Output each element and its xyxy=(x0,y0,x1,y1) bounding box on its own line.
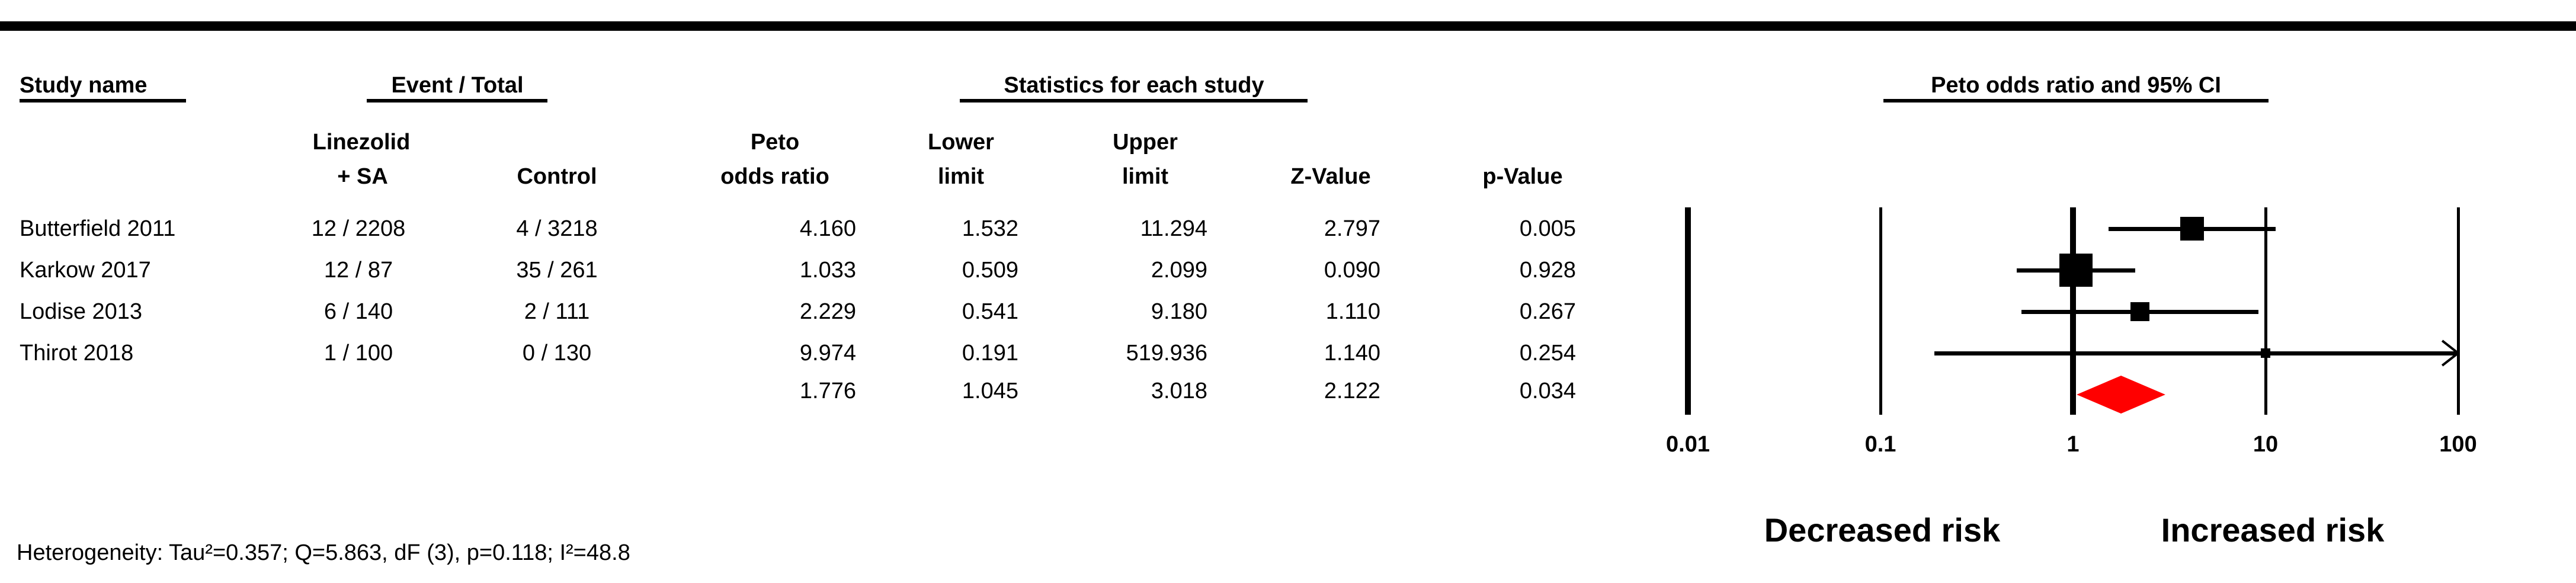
lower-limit: 1.532 xyxy=(962,216,1018,241)
colheader-upper-2: limit xyxy=(1122,164,1169,189)
colheader-lower-2: limit xyxy=(937,164,985,189)
odds-ratio: 4.160 xyxy=(799,216,856,241)
top-border-bar xyxy=(0,21,2576,31)
control-events: 2 / 111 xyxy=(524,299,590,324)
colheader-or-1: Peto xyxy=(750,130,800,155)
ci-line xyxy=(1934,351,2458,355)
colheader-p: p-Value xyxy=(1482,164,1563,189)
axis-tick-label: 10 xyxy=(2253,432,2279,457)
z-value: 2.797 xyxy=(1324,216,1380,241)
z-value: 1.110 xyxy=(1325,299,1380,324)
control-events: 4 / 3218 xyxy=(516,216,598,241)
lower-limit: 0.509 xyxy=(962,258,1018,283)
axis-tick-label: 0.01 xyxy=(1666,432,1710,457)
study-name: Karkow 2017 xyxy=(20,258,151,283)
odds-ratio: 2.229 xyxy=(799,299,856,324)
heterogeneity-note: Heterogeneity: Tau²=0.357; Q=5.863, dF (… xyxy=(17,540,630,565)
study-marker xyxy=(2059,254,2093,287)
colheader-or-2: odds ratio xyxy=(720,164,829,189)
upper-limit: 11.294 xyxy=(1140,216,1207,241)
control-events: 35 / 261 xyxy=(516,258,598,283)
header-statistics: Statistics for each study xyxy=(1004,73,1264,98)
summary-p-value: 0.034 xyxy=(1519,379,1576,403)
colheader-treated-1: Linezolid xyxy=(312,130,411,155)
axis-gridline xyxy=(1685,207,1691,415)
header-study-name: Study name xyxy=(20,73,148,98)
study-name: Butterfield 2011 xyxy=(20,216,176,241)
header-plot: Peto odds ratio and 95% CI xyxy=(1931,73,2221,98)
axis-gridline xyxy=(2456,207,2460,415)
colheader-lower-1: Lower xyxy=(928,130,994,155)
decreased-risk-label: Decreased risk xyxy=(1764,511,2001,549)
p-value: 0.928 xyxy=(1519,258,1576,283)
increased-risk-label: Increased risk xyxy=(2161,511,2385,549)
colheader-treated-2: + SA xyxy=(337,164,388,189)
axis-tick-label: 100 xyxy=(2439,432,2477,457)
upper-limit: 2.099 xyxy=(1151,258,1207,283)
treated-events: 6 / 140 xyxy=(323,299,393,324)
study-marker xyxy=(2130,302,2150,321)
study-marker xyxy=(2260,348,2270,358)
p-value: 0.005 xyxy=(1519,216,1576,241)
underline-study-name xyxy=(20,99,186,102)
study-name: Lodise 2013 xyxy=(20,299,143,324)
treated-events: 12 / 2208 xyxy=(311,216,406,241)
axis-tick-label: 0.1 xyxy=(1864,432,1896,457)
lower-limit: 0.541 xyxy=(962,299,1018,324)
axis-gridline xyxy=(2264,207,2267,415)
control-events: 0 / 130 xyxy=(522,341,592,366)
axis-tick-label: 1 xyxy=(2066,432,2080,457)
p-value: 0.267 xyxy=(1519,299,1576,324)
study-marker xyxy=(2180,217,2205,241)
treated-events: 12 / 87 xyxy=(323,258,393,283)
treated-events: 1 / 100 xyxy=(323,341,393,366)
header-event-total: Event / Total xyxy=(391,73,524,98)
z-value: 1.140 xyxy=(1324,341,1380,366)
z-value: 0.090 xyxy=(1324,258,1380,283)
colheader-z: Z-Value xyxy=(1290,164,1371,189)
colheader-control: Control xyxy=(517,164,597,189)
odds-ratio: 1.033 xyxy=(799,258,856,283)
p-value: 0.254 xyxy=(1519,341,1576,366)
underline-statistics xyxy=(960,99,1308,102)
underline-plot xyxy=(1883,99,2269,102)
summary-lower-limit: 1.045 xyxy=(962,379,1018,403)
upper-limit: 519.936 xyxy=(1126,341,1207,366)
colheader-upper-1: Upper xyxy=(1113,130,1178,155)
upper-limit: 9.180 xyxy=(1151,299,1207,324)
lower-limit: 0.191 xyxy=(962,341,1018,366)
summary-diamond xyxy=(2077,376,2165,414)
odds-ratio: 9.974 xyxy=(799,341,856,366)
summary-z-value: 2.122 xyxy=(1324,379,1380,403)
study-name: Thirot 2018 xyxy=(20,341,134,366)
underline-event-total xyxy=(367,99,547,102)
summary-upper-limit: 3.018 xyxy=(1151,379,1207,403)
summary-odds-ratio: 1.776 xyxy=(799,379,856,403)
axis-gridline xyxy=(1879,207,1882,415)
